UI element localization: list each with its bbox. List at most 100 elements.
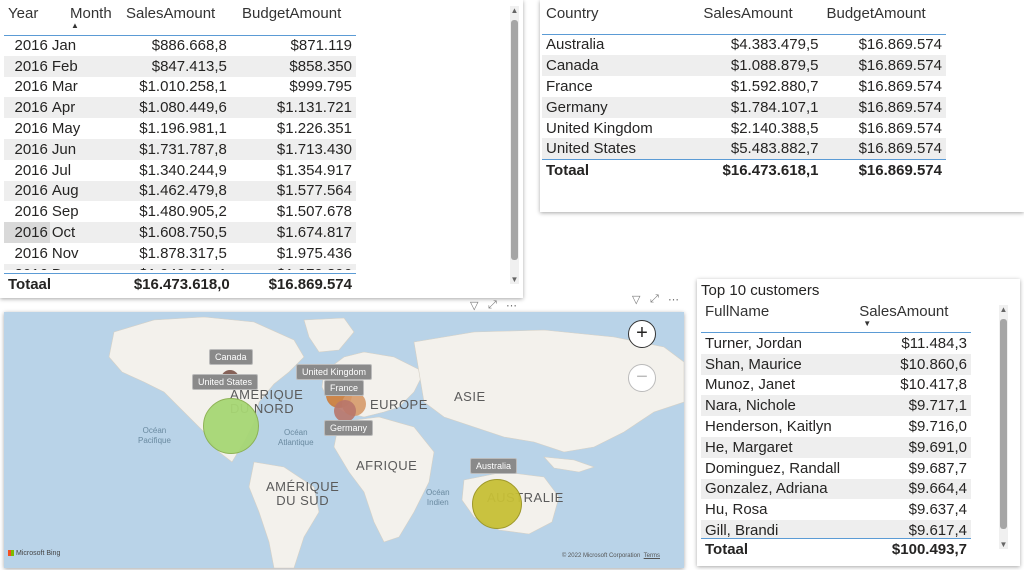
fullname-cell: Shan, Maurice: [701, 353, 862, 375]
label-afrique: AFRIQUE: [356, 458, 418, 473]
country-sales-table-visual[interactable]: Country SalesAmount BudgetAmount Austral…: [540, 0, 1024, 212]
filter-icon[interactable]: ▽: [470, 300, 479, 312]
sales-cell: $9.716,0: [908, 418, 967, 436]
scroll-up-arrow-icon[interactable]: ▲: [510, 6, 519, 15]
table-row[interactable]: Gill, Brandi $9.617,4: [701, 520, 971, 538]
table-row[interactable]: Hu, Rosa $9.637,4: [701, 499, 971, 520]
table-row[interactable]: 2016 Jan $886.668,8 $871.119: [4, 35, 356, 56]
table-row[interactable]: 2016 Oct $1.608.750,5 $1.674.817: [4, 222, 356, 243]
focus-mode-icon[interactable]: ⤢: [488, 299, 497, 311]
table-row[interactable]: Munoz, Janet $10.417,8: [701, 375, 971, 396]
month-cell: Jan: [51, 36, 77, 54]
col-header-month[interactable]: Month ▲: [68, 4, 122, 30]
sales-cell: $1.608.750,5: [115, 222, 231, 243]
zoom-in-button[interactable]: +: [628, 320, 656, 348]
month-cell: Aug: [49, 180, 116, 202]
top-customers-table: FullName SalesAmount ▼: [701, 302, 971, 332]
monthly-table-body: 2016 Jan $886.668,8 $871.119 2016 Feb $847.413…: [4, 35, 360, 270]
country-sales-table: Country SalesAmount BudgetAmount Austral…: [542, 4, 946, 182]
col-header-fullname[interactable]: FullName: [705, 303, 770, 320]
sales-cell: $10.417,8: [900, 376, 967, 394]
table-row[interactable]: Dominguez, Randall $9.687,7: [701, 458, 971, 479]
scroll-down-arrow-icon[interactable]: ▼: [510, 275, 519, 284]
visual-title: Top 10 customers: [701, 282, 820, 299]
top-customers-table-visual[interactable]: Top 10 customers FullName SalesAmount ▼ …: [697, 279, 1020, 566]
tooltip-australia: Australia: [470, 458, 518, 474]
label-amerique-du-sud: AMÉRIQUE DU SUD: [266, 479, 340, 508]
table-row[interactable]: Nara, Nichole $9.717,1: [701, 395, 971, 417]
table-row[interactable]: Germany $1.784.107,1 $16.869.574: [542, 96, 946, 118]
year-cell: 2016: [4, 180, 50, 202]
table-row[interactable]: 2016 Nov $1.878.317,5 $1.975.436: [4, 243, 356, 264]
sales-cell: $2.140.388,5: [730, 119, 819, 137]
budget-cell: $1.507.678: [276, 203, 352, 221]
vertical-scrollbar[interactable]: ▲ ▼: [999, 305, 1008, 549]
sort-ascending-icon: ▲: [71, 21, 79, 30]
col-header-sales[interactable]: SalesAmount: [703, 5, 793, 22]
filter-icon[interactable]: ▽: [632, 294, 641, 306]
greenland-landmass: [303, 317, 355, 353]
sales-cell: $847.413,5: [115, 55, 231, 77]
table-row[interactable]: 2016Dec$1.949.361,1$1.979.396: [4, 263, 356, 270]
table-row[interactable]: 2016 Mar $1.010.258,1 $999.795: [4, 77, 356, 98]
col-header-sales[interactable]: SalesAmount ▼: [855, 302, 971, 332]
table-row[interactable]: United States $5.483.882,7 $16.869.574: [542, 138, 946, 160]
indonesia-landmass: [543, 456, 595, 473]
bubble-australia[interactable]: [472, 479, 522, 529]
col-header-year[interactable]: Year: [8, 5, 39, 22]
sales-cell: $1.088.879,5: [699, 55, 823, 77]
month-header-label: Month: [70, 5, 112, 22]
table-row[interactable]: Turner, Jordan $11.484,3: [701, 333, 971, 354]
vertical-scrollbar[interactable]: ▲ ▼: [510, 6, 519, 284]
table-row[interactable]: France $1.592.880,7 $16.869.574: [542, 76, 946, 97]
more-options-icon[interactable]: ⋯: [668, 294, 679, 306]
map-visual[interactable]: AMÉRIQUE DU NORD EUROPE ASIE AFRIQUE AMÉ…: [4, 312, 684, 568]
monthly-sales-table-visual[interactable]: Year Month ▲ SalesAmount BudgetAmount 20…: [0, 0, 523, 298]
budget-cell: $16.869.574: [858, 77, 942, 95]
table-row[interactable]: 2016 May $1.196.981,1 $1.226.351: [4, 118, 356, 139]
table-row[interactable]: 2016 Apr $1.080.449,6 $1.131.721: [4, 97, 356, 119]
scroll-down-arrow-icon[interactable]: ▼: [999, 540, 1008, 549]
table-row[interactable]: Australia $4.383.479,5 $16.869.574: [542, 34, 946, 55]
table-row[interactable]: 2016 Jun $1.731.787,8 $1.713.430: [4, 138, 356, 160]
col-header-budget[interactable]: BudgetAmount: [242, 5, 342, 22]
table-row[interactable]: Henderson, Kaitlyn $9.716,0: [701, 416, 971, 437]
table-row[interactable]: Gonzalez, Adriana $9.664,4: [701, 478, 971, 500]
table-row[interactable]: He, Margaret $9.691,0: [701, 436, 971, 458]
month-cell: Apr: [49, 97, 116, 119]
table-row[interactable]: 2016 Feb $847.413,5 $858.350: [4, 55, 356, 77]
label-ocean-pacifique: Océan Pacifique: [138, 426, 171, 445]
bubble-germany[interactable]: [334, 400, 356, 422]
africa-landmass: [333, 416, 435, 543]
table-row[interactable]: Canada $1.088.879,5 $16.869.574: [542, 55, 946, 77]
monthly-sales-table: Year Month ▲ SalesAmount BudgetAmount: [4, 4, 364, 30]
world-map[interactable]: [4, 312, 684, 568]
scrollbar-thumb[interactable]: [1000, 319, 1007, 529]
scroll-up-arrow-icon[interactable]: ▲: [999, 305, 1008, 314]
budget-cell: $16.869.574: [822, 55, 946, 77]
bubble-united-states[interactable]: [203, 398, 259, 454]
more-options-icon[interactable]: ⋯: [506, 300, 517, 312]
sales-cell: $1.340.244,9: [139, 161, 227, 179]
col-header-country[interactable]: Country: [546, 5, 599, 22]
month-cell: Jun: [49, 138, 116, 160]
sales-cell: $5.483.882,7: [699, 138, 823, 160]
table-row[interactable]: United Kingdom $2.140.388,5 $16.869.574: [542, 118, 946, 139]
zoom-out-button[interactable]: −: [628, 364, 656, 392]
focus-mode-icon[interactable]: ⤢: [650, 293, 659, 305]
terms-link[interactable]: Terms: [643, 553, 660, 559]
table-row[interactable]: 2016 Jul $1.340.244,9 $1.354.917: [4, 160, 356, 181]
table-row[interactable]: 2016 Aug $1.462.479,8 $1.577.564: [4, 180, 356, 202]
month-cell: Feb: [49, 55, 116, 77]
label-europe: EUROPE: [370, 397, 428, 412]
sales-cell: $9.637,4: [908, 501, 967, 519]
table-row[interactable]: Shan, Maurice $10.860,6: [701, 353, 971, 375]
month-cell: Jul: [51, 161, 72, 179]
fullname-cell: Henderson, Kaitlyn: [705, 418, 832, 436]
col-header-sales[interactable]: SalesAmount: [126, 5, 216, 22]
scrollbar-thumb[interactable]: [511, 20, 518, 260]
sales-cell: $9.664,4: [861, 478, 971, 500]
col-header-budget[interactable]: BudgetAmount: [826, 5, 926, 22]
sales-cell: $1.731.787,8: [115, 138, 231, 160]
table-row[interactable]: 2016 Sep $1.480.905,2 $1.507.678: [4, 201, 356, 222]
